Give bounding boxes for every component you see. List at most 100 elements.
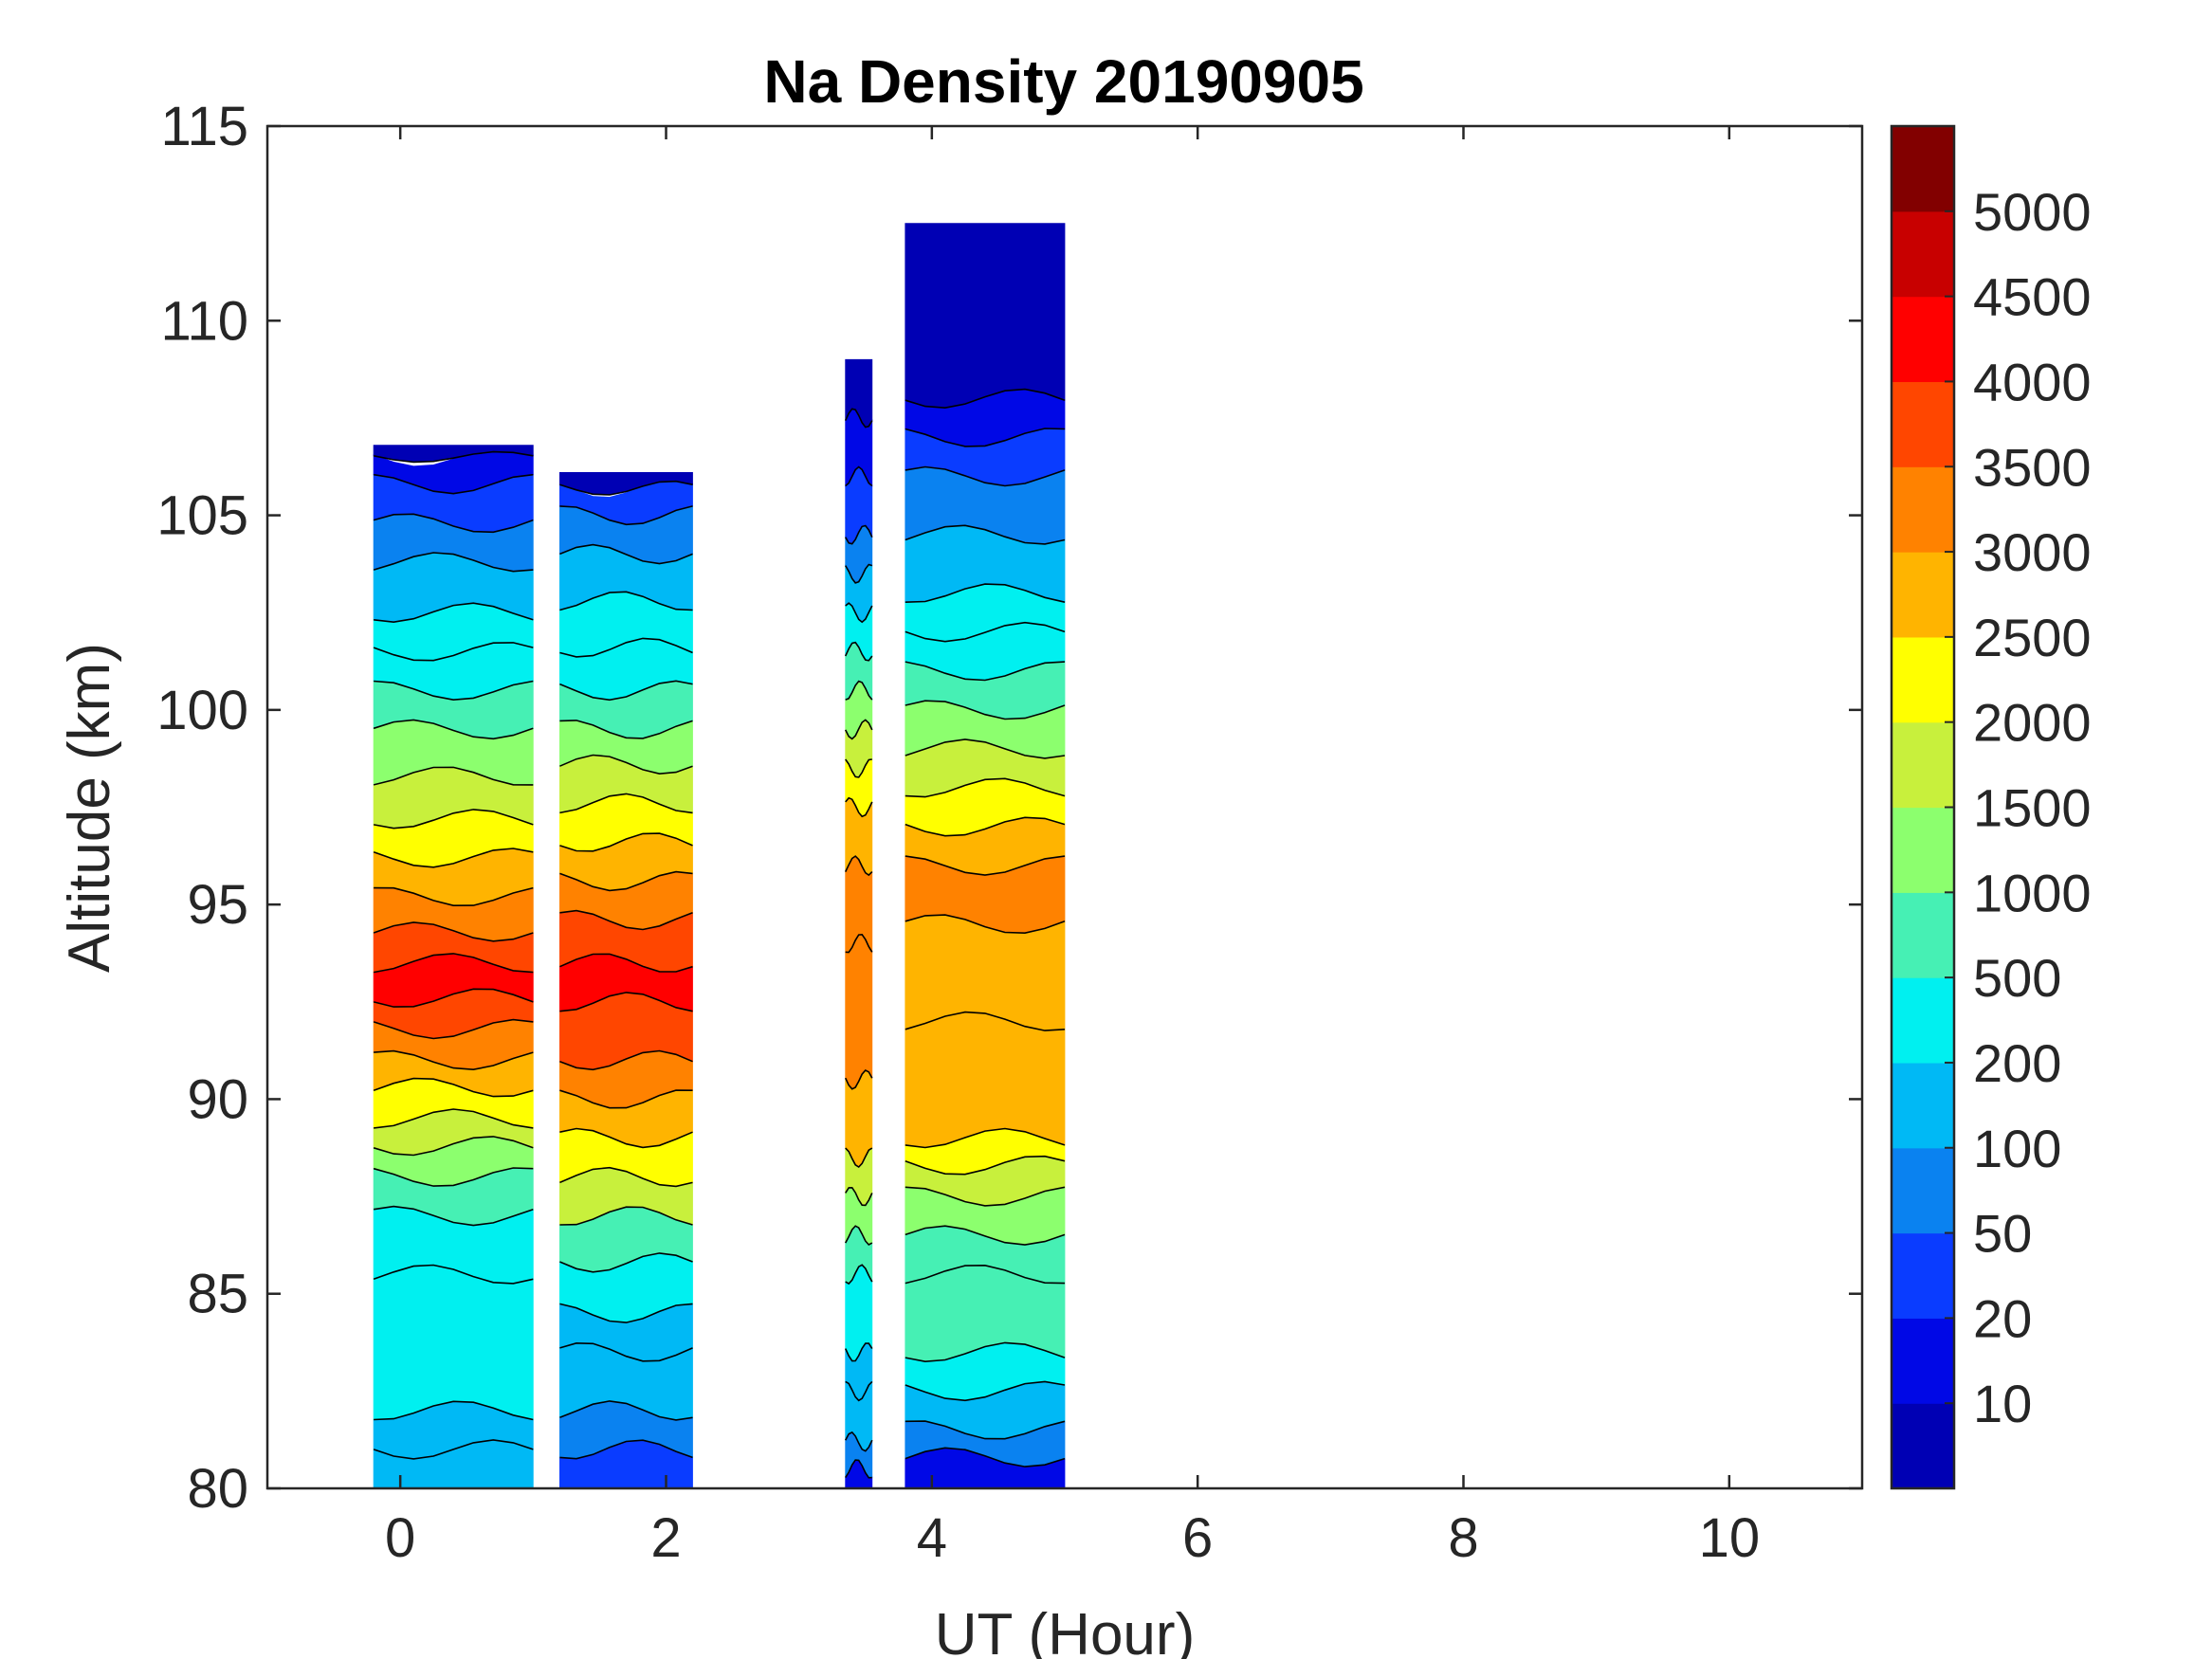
contour-line (845, 933, 873, 954)
contour-line (905, 1380, 1066, 1402)
colorbar-swatch (1892, 636, 1954, 723)
colorbar-swatch (1892, 892, 1954, 978)
y-tick-label: 80 (187, 1458, 248, 1520)
contour-line (373, 552, 534, 573)
contour-line (373, 1264, 534, 1285)
contour-line (373, 1077, 534, 1098)
colorbar-tick-label: 1000 (1973, 863, 2092, 922)
contour-line (373, 988, 534, 1008)
contour-line (845, 758, 872, 778)
contour-line (559, 870, 693, 892)
contour-line (905, 583, 1066, 603)
contour-line (559, 909, 693, 931)
x-tick-label: 10 (1699, 1507, 1761, 1569)
contour-line (905, 1341, 1066, 1363)
contour-line (559, 953, 693, 973)
contour-line (373, 473, 534, 495)
contour-line (373, 719, 534, 740)
contour-line (373, 1136, 534, 1157)
colorbar-tick-label: 10 (1973, 1374, 2032, 1433)
colorbar-swatch (1892, 1232, 1954, 1319)
contour-line (373, 766, 534, 786)
contour-line (844, 855, 873, 877)
contour-line (905, 700, 1066, 720)
contour-line (373, 450, 534, 464)
contour-line (374, 680, 534, 702)
contour-line (905, 777, 1066, 798)
contour-line (559, 637, 693, 658)
contour-line (374, 602, 534, 624)
contour-line (559, 1166, 693, 1188)
contour-line (373, 642, 534, 662)
colorbar-tick-label: 3000 (1973, 522, 2092, 582)
plot-frame (265, 124, 1864, 1490)
contour-line (373, 513, 534, 534)
contour-line (559, 1049, 693, 1071)
colorbar-swatch (1892, 466, 1954, 553)
colorbar-swatch (1892, 381, 1954, 467)
colorbar-swatch (1892, 1403, 1954, 1489)
contour-line (845, 1147, 873, 1169)
colorbar-swatch (1892, 1147, 1954, 1234)
chart-title: Na Density 20190905 (763, 47, 1363, 116)
contour-line (905, 816, 1066, 837)
contour-fill (373, 223, 1066, 1489)
colorbar-tick-label: 2000 (1973, 693, 2092, 753)
y-tick-label: 110 (161, 290, 248, 352)
contour-line (905, 428, 1066, 447)
contour-line (844, 1431, 873, 1452)
contour-line (905, 465, 1066, 487)
colorbar-tick-label: 3500 (1973, 437, 2092, 497)
colorbar-tick-label: 50 (1973, 1204, 2032, 1264)
colorbar-tick-label: 500 (1973, 948, 2061, 1008)
contour-line (559, 1206, 693, 1226)
contour-line (374, 1108, 534, 1129)
contour-line (845, 680, 873, 701)
contour-line (559, 1303, 693, 1323)
colorbar-swatch (1892, 126, 1954, 212)
contour-line (559, 793, 693, 814)
colorbar-swatch (1892, 977, 1954, 1064)
x-tick-label: 4 (917, 1507, 947, 1569)
colorbar-swatch (1892, 552, 1954, 638)
contour-line (844, 719, 873, 740)
colorbar-tick-label: 4500 (1973, 267, 2092, 327)
y-tick-label: 115 (161, 96, 248, 157)
contour-line (905, 1447, 1066, 1468)
contour-line (559, 1127, 693, 1149)
contour-line (373, 848, 534, 868)
y-tick-label: 85 (187, 1264, 248, 1325)
colorbar-swatch (1892, 1318, 1954, 1404)
contour-line (373, 1167, 534, 1187)
colorbar-swatch (1892, 721, 1954, 809)
contour-line (373, 921, 534, 942)
contour-line (559, 1400, 693, 1421)
contour-line (845, 1264, 873, 1285)
colorbar-tick-label: 4000 (1973, 352, 2092, 411)
contour-band (373, 1265, 534, 1420)
y-tick-label: 90 (187, 1068, 248, 1130)
colorbar-swatch (1892, 807, 1954, 893)
contour-line (905, 738, 1066, 759)
contour-line (905, 1225, 1066, 1246)
contour-line (905, 855, 1066, 876)
contour-line (559, 754, 693, 775)
contour-line (373, 1439, 534, 1460)
y-tick-label: 100 (156, 680, 248, 741)
contour-line (559, 832, 693, 852)
contour-line (905, 1127, 1066, 1149)
contour-line (905, 524, 1066, 545)
contour-line (559, 543, 693, 565)
y-tick-label: 95 (187, 874, 248, 936)
contour-line (845, 1380, 873, 1402)
contour-line (374, 1049, 534, 1071)
contour-line (559, 1439, 693, 1460)
contour-line (845, 796, 873, 818)
contour-line (559, 1252, 693, 1273)
contour-band (905, 223, 1066, 409)
contour-line (844, 1069, 873, 1090)
contour-line (905, 621, 1066, 643)
contour-band (905, 1012, 1066, 1148)
contour-line (844, 641, 873, 662)
x-tick-label: 8 (1448, 1507, 1478, 1569)
